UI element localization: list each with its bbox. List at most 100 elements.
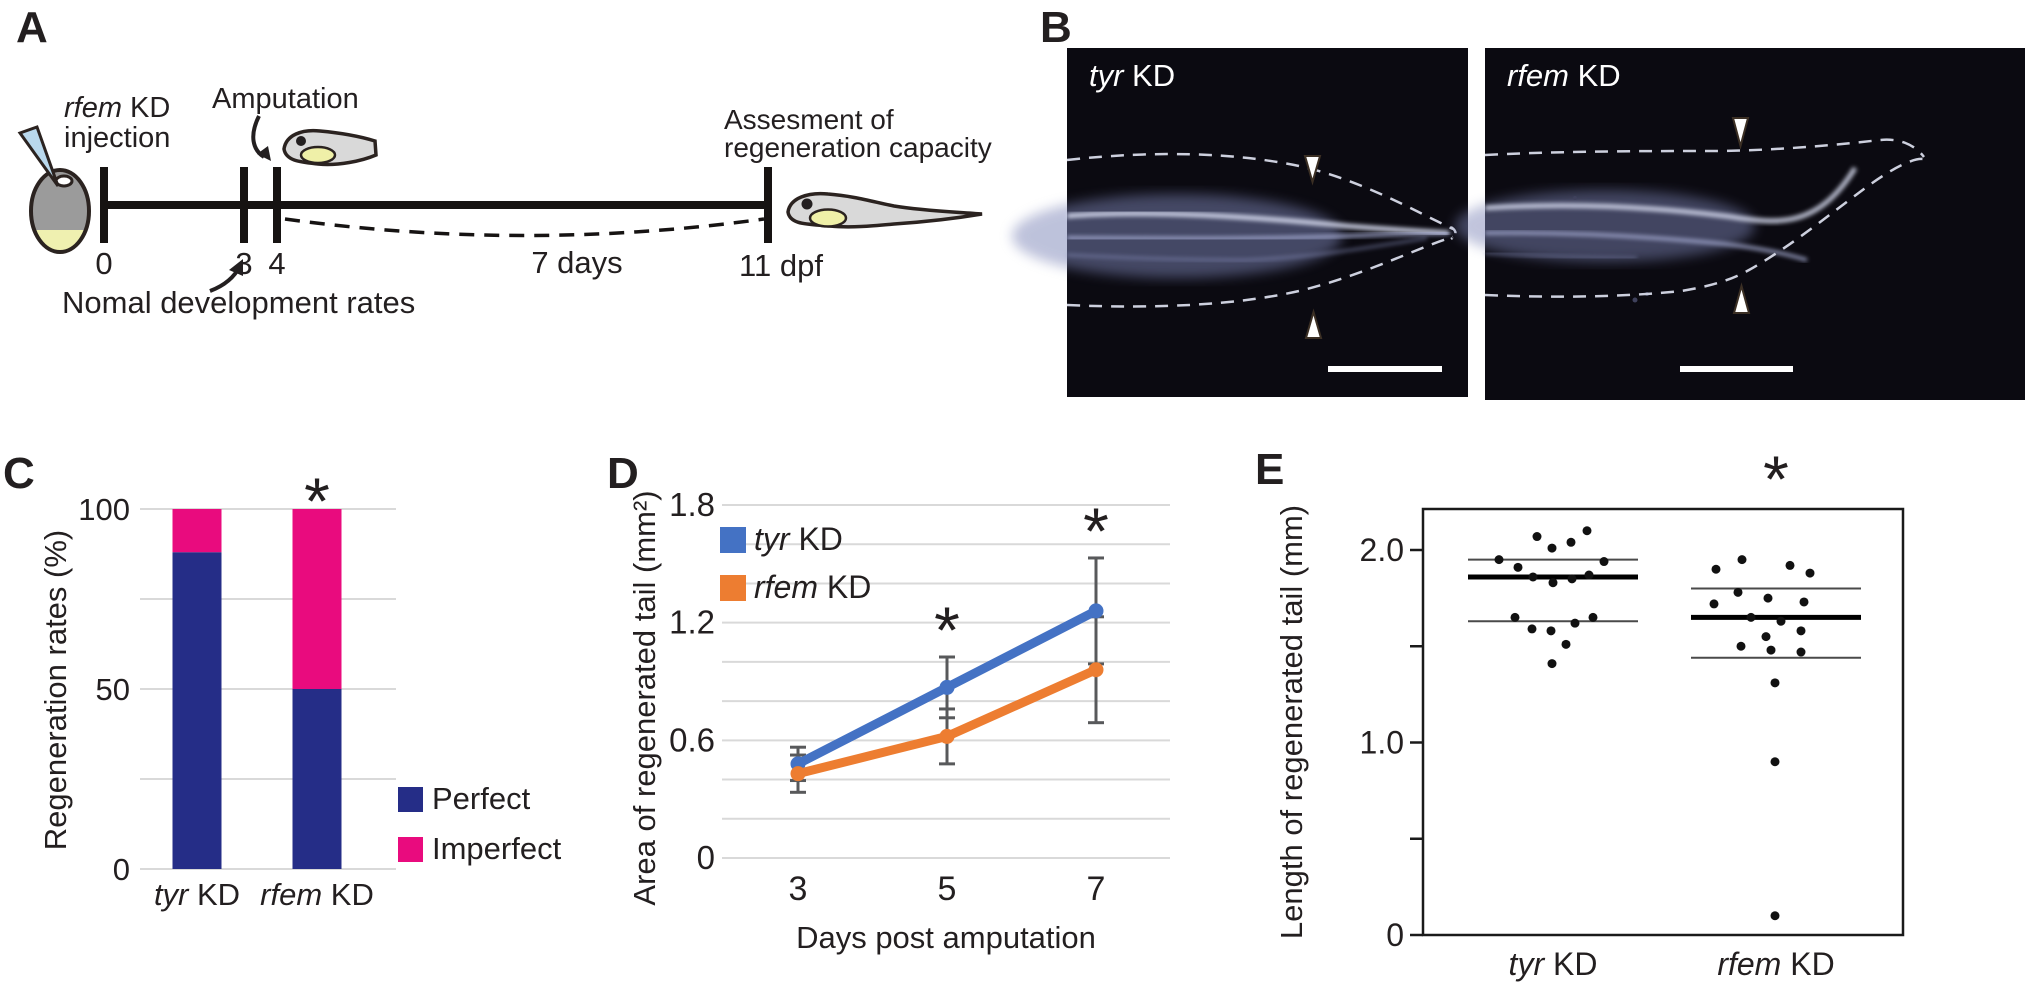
tadpole-regenerated-illustration <box>786 191 983 229</box>
duration-label: 7 days <box>531 245 623 280</box>
tail-spine-streak <box>1484 166 1858 224</box>
data-point <box>1711 564 1721 574</box>
significance-asterisk: * <box>934 593 960 667</box>
amputation-label: Amputation <box>212 83 359 115</box>
data-point <box>1532 532 1542 542</box>
y-tick-label: 1.2 <box>669 604 715 641</box>
panel-c-label: C <box>3 449 35 498</box>
x-axis-title: Days post amputation <box>796 920 1096 955</box>
amputation-plane-arrowhead-icon <box>1732 282 1751 314</box>
panel-e-label: E <box>1255 445 1285 494</box>
data-point <box>1567 574 1577 584</box>
panel-a-label: A <box>16 3 48 52</box>
timeline-tick-0 <box>100 167 108 243</box>
group-label: rfem KD <box>1717 946 1834 982</box>
data-point <box>1599 557 1609 567</box>
scale-bar <box>1680 366 1793 372</box>
data-point <box>1566 537 1576 547</box>
tadpole-amputated-illustration <box>282 128 378 167</box>
tadpole-eye <box>801 198 813 210</box>
injection-label: rfem KD <box>64 92 171 124</box>
tail-outline-dashed <box>1484 157 1924 298</box>
timeline-tick-label-4: 4 <box>268 246 286 281</box>
pigment-speckle <box>1573 196 1577 200</box>
data-point <box>1582 526 1592 536</box>
regenerated-area-line-chart: 1.8 1.2 0.6 0 3 5 7 Days post amputation Area of… <box>627 486 1170 955</box>
timeline-tick-4 <box>273 167 281 243</box>
assessment-label-line2: regeneration capacity <box>724 132 992 163</box>
timeline-tick-label-0: 0 <box>95 246 113 281</box>
data-point <box>1799 597 1809 607</box>
data-point <box>1546 626 1556 636</box>
timeline-tick-3 <box>240 167 248 243</box>
data-point <box>1494 555 1504 565</box>
category-label: rfem KD <box>260 877 374 912</box>
legend-label: rfem KD <box>754 569 871 605</box>
legend-label: tyr KD <box>754 521 843 557</box>
development-arrowhead-icon <box>229 259 243 276</box>
data-point <box>1548 578 1558 588</box>
data-point <box>1776 616 1786 626</box>
tail-outline-dashed <box>1066 235 1454 308</box>
y-tick-label: 100 <box>78 492 130 527</box>
significance-asterisk: * <box>304 464 330 538</box>
plot-box <box>1421 507 1905 937</box>
amputation-plane-arrowhead-icon <box>1304 308 1323 339</box>
data-point <box>1561 639 1571 649</box>
y-tick-label: 1.0 <box>1360 725 1404 761</box>
x-tick-label: 7 <box>1087 870 1106 908</box>
legend-swatch <box>720 527 746 553</box>
regeneration-rates-bar-chart: tyr KD rfem KD 100 50 0 Regeneration rates (%… <box>38 464 562 912</box>
data-point-tyr <box>1088 603 1104 619</box>
timeline-tick-11 <box>764 167 772 243</box>
category-label: tyr KD <box>154 877 240 912</box>
timeline-tick-label-11dpf: 11 dpf <box>739 248 823 283</box>
data-point <box>1796 647 1806 657</box>
data-point <box>1805 568 1815 578</box>
data-point <box>1527 624 1537 634</box>
egg-illustration <box>17 125 91 254</box>
legend-swatch <box>720 575 746 601</box>
pigment-speckle <box>1632 297 1638 303</box>
data-point-rfem <box>1088 662 1104 678</box>
data-point-tyr <box>939 679 955 695</box>
data-point <box>1528 572 1538 582</box>
data-point <box>1737 555 1747 565</box>
bar-segment-imperfect <box>172 509 222 553</box>
y-axis-title: Regeneration rates (%) <box>38 530 73 851</box>
tail-outline-dashed <box>1066 152 1454 231</box>
y-tick-label: 0 <box>113 852 130 887</box>
y-tick-label: 0 <box>1386 917 1404 953</box>
group-label: tyr KD <box>1509 946 1598 982</box>
data-point <box>1547 543 1557 553</box>
legend-swatch <box>398 787 423 812</box>
tadpole-belly <box>299 145 337 165</box>
micrograph-rfem-kd <box>1455 48 2025 400</box>
tail-spine-streak <box>1484 230 1808 262</box>
tadpole-eye <box>296 136 306 146</box>
injection-needle-icon <box>17 125 60 187</box>
y-axis-title: Area of regenerated tail (mm²) <box>627 490 662 905</box>
data-point <box>1584 570 1594 580</box>
bar-segment-perfect <box>292 689 342 869</box>
micrograph-tyr-kd <box>1012 48 1468 397</box>
y-tick-label: 1.8 <box>669 486 715 523</box>
data-point <box>1770 757 1780 767</box>
regenerated-length-dot-plot: 2.0 1.0 0 tyr KD rfem KD Length of regenerate… <box>1274 442 1905 982</box>
data-point <box>1763 593 1773 603</box>
data-point <box>1796 626 1806 636</box>
amputation-plane-arrowhead-icon <box>1731 117 1750 150</box>
data-point <box>1513 562 1523 572</box>
y-tick-label: 50 <box>96 672 130 707</box>
tail-outline-dashed <box>1484 138 1925 158</box>
y-tick-label: 0 <box>697 839 715 876</box>
tail-spine-streak <box>1066 211 1450 236</box>
legend-label: Perfect <box>432 781 531 816</box>
y-tick-label: 2.0 <box>1360 532 1404 568</box>
panel-b-label: B <box>1040 3 1072 52</box>
micrograph-rfem-label: rfem KD <box>1507 58 1621 93</box>
y-tick-label: 0.6 <box>669 721 715 758</box>
legend-swatch <box>398 837 423 862</box>
x-tick-label: 5 <box>938 870 957 908</box>
